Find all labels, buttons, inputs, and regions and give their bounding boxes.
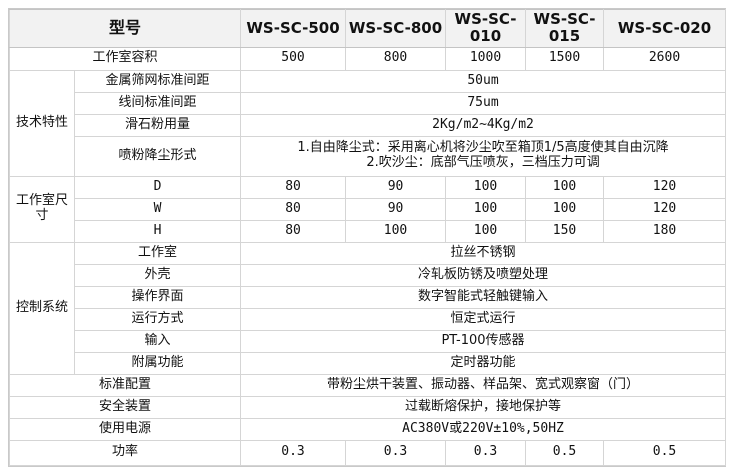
dust-form-line-1: 1.自由降尘式：采用离心机将沙尘吹至箱顶1/5高度使其自由沉降 [297,140,669,156]
table-row: 附属功能 定时器功能 [10,351,727,375]
chamber-value: 拉丝不锈钢 [240,241,727,265]
shell-value: 冷轧板防锈及喷塑处理 [240,263,727,287]
extra-function-value: 定时器功能 [240,351,727,375]
table-row: 外壳 冷轧板防锈及喷塑处理 [10,263,727,287]
volume-value-4: 1500 [525,46,605,71]
power-value-1: 0.3 [240,439,347,466]
dimension-d-value-3: 100 [445,175,527,199]
dimension-w-value-1: 80 [240,197,347,221]
table-row: 工作室尺寸 D 80 90 100 100 120 [9,175,727,243]
table-header-row: 型号 WS-SC-500 WS-SC-800 WS-SC-010 WS-SC-0… [8,9,727,48]
group-label-dimensions: 工作室尺寸 [9,175,75,243]
table-row: W 80 90 100 100 120 [10,197,727,221]
header-model-4: WS-SC-015 [525,9,605,48]
row-label-talc-amount: 滑石粉用量 [73,113,242,137]
row-label-shell: 外壳 [73,263,242,287]
line-spacing-value: 75um [240,91,727,115]
table-row: 工作室容积 500 800 1000 1500 2600 [8,46,727,71]
power-value-4: 0.5 [525,439,605,466]
table-row: 滑石粉用量 2Kg/m2~4Kg/m2 [10,113,727,137]
table-row: 运行方式 恒定式运行 [10,307,727,331]
volume-value-3: 1000 [445,46,527,71]
dimension-h-value-5: 180 [603,219,727,243]
header-model-5: WS-SC-020 [603,9,727,48]
row-label-dust-form: 喷粉降尘形式 [73,135,242,177]
dimension-d-value-4: 100 [525,175,605,199]
dimension-d-value-2: 90 [345,175,447,199]
volume-value-5: 2600 [603,46,727,71]
dimension-w-value-4: 100 [525,197,605,221]
table-row: 线间标准间距 75um [10,91,727,115]
spec-table-frame: 型号 WS-SC-500 WS-SC-800 WS-SC-010 WS-SC-0… [8,8,727,467]
table-row: 喷粉降尘形式 1.自由降尘式：采用离心机将沙尘吹至箱顶1/5高度使其自由沉降 2… [10,135,727,177]
dimension-w-value-2: 90 [345,197,447,221]
row-label-safety: 安全装置 [8,395,242,419]
interface-value: 数字智能式轻触键输入 [240,285,727,309]
volume-value-2: 800 [345,46,447,71]
table-row: 控制系统 工作室 拉丝不锈钢 [9,241,727,375]
row-label-interface: 操作界面 [73,285,242,309]
row-label-standard-config: 标准配置 [8,373,242,397]
power-value-2: 0.3 [345,439,447,466]
row-label-power-supply: 使用电源 [8,417,242,441]
specification-table: 型号 WS-SC-500 WS-SC-800 WS-SC-010 WS-SC-0… [8,9,727,466]
row-label-dimension-h: H [73,219,242,243]
dimension-h-value-3: 100 [445,219,527,243]
row-label-extra-function: 附属功能 [73,351,242,375]
operation-value: 恒定式运行 [240,307,727,331]
power-value-3: 0.3 [445,439,527,466]
dimension-w-value-3: 100 [445,197,527,221]
standard-config-value: 带粉尘烘干装置、振动器、样品架、宽式观察窗（门） [240,373,727,397]
input-value: PT-100传感器 [240,329,727,353]
row-label-dimension-w: W [73,197,242,221]
mesh-spacing-value: 50um [240,69,727,93]
table-row: 安全装置 过载断熔保护，接地保护等 [8,395,727,419]
dimension-d-value-1: 80 [240,175,347,199]
power-value-5: 0.5 [603,439,727,466]
table-row: 功率 0.3 0.3 0.3 0.5 0.5 [8,439,727,466]
dimension-h-value-2: 100 [345,219,447,243]
dimension-h-value-4: 150 [525,219,605,243]
row-label-mesh-spacing: 金属筛网标准间距 [73,69,242,93]
table-row: 输入 PT-100传感器 [10,329,727,353]
table-row: H 80 100 100 150 180 [10,219,727,243]
group-label-control: 控制系统 [9,241,75,375]
row-label-power: 功率 [8,439,242,466]
talc-amount-value: 2Kg/m2~4Kg/m2 [240,113,727,137]
power-supply-value: AC380V或220V±10%,50HZ [240,417,727,441]
dimension-d-value-5: 120 [603,175,727,199]
row-label-volume: 工作室容积 [8,46,242,71]
volume-value-1: 500 [240,46,347,71]
dimension-h-value-1: 80 [240,219,347,243]
row-label-dimension-d: D [73,175,242,199]
dust-form-line-2: 2.吹沙尘：底部气压喷灰，三档压力可调 [366,155,600,170]
table-row: 标准配置 带粉尘烘干装置、振动器、样品架、宽式观察窗（门） [8,373,727,397]
row-label-operation: 运行方式 [73,307,242,331]
header-model-3: WS-SC-010 [445,9,527,48]
dimension-w-value-5: 120 [603,197,727,221]
row-label-line-spacing: 线间标准间距 [73,91,242,115]
group-label-tech: 技术特性 [9,69,75,177]
row-label-input: 输入 [73,329,242,353]
table-row: 技术特性 金属筛网标准间距 50um [9,69,727,177]
row-label-chamber: 工作室 [73,241,242,265]
header-model-2: WS-SC-800 [345,9,447,48]
safety-value: 过载断熔保护，接地保护等 [240,395,727,419]
table-row: 操作界面 数字智能式轻触键输入 [10,285,727,309]
header-model-1: WS-SC-500 [240,9,347,48]
dust-form-value: 1.自由降尘式：采用离心机将沙尘吹至箱顶1/5高度使其自由沉降 2.吹沙尘：底部… [240,135,727,177]
table-row: 使用电源 AC380V或220V±10%,50HZ [8,417,727,441]
header-model-label: 型号 [8,9,242,48]
